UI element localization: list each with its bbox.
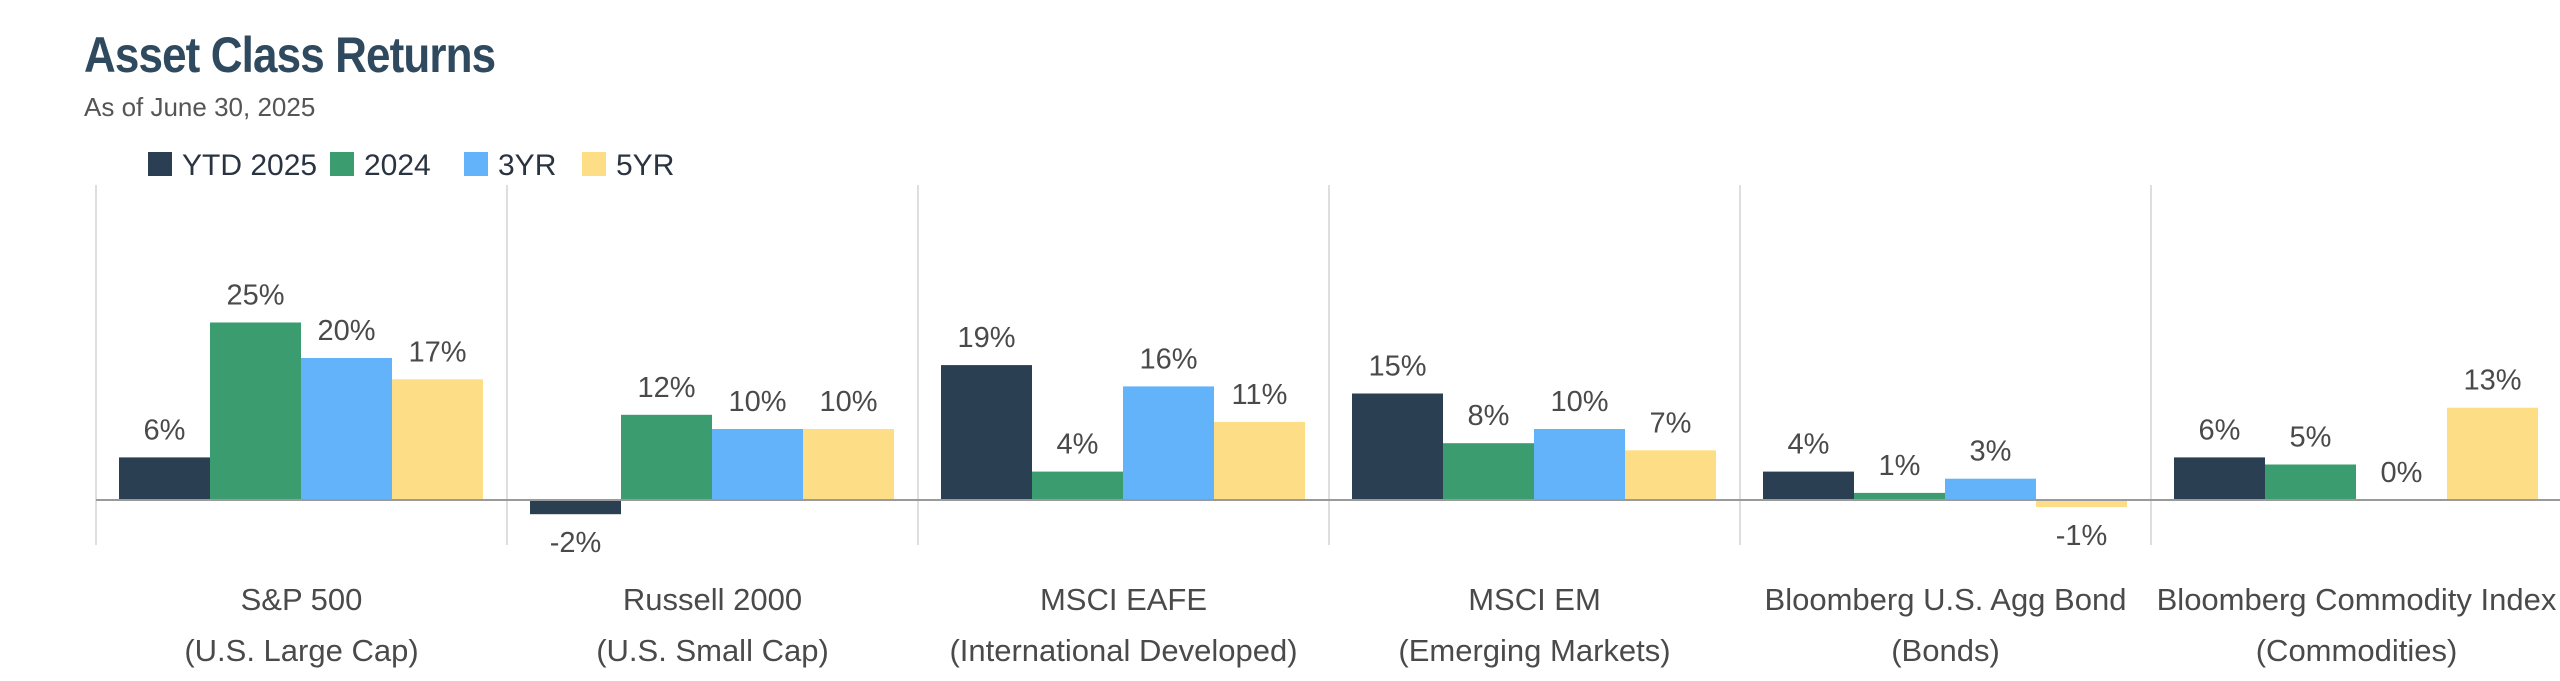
data-label: 20%: [317, 315, 375, 347]
bar: [1945, 478, 2036, 500]
bar: [621, 414, 712, 500]
data-label: 19%: [957, 322, 1015, 354]
data-label: 4%: [1788, 429, 1830, 461]
chart-title: Asset Class Returns: [84, 27, 496, 83]
category-sublabel: (Commodities): [2256, 633, 2458, 668]
bar: [119, 457, 210, 500]
category-sublabel: (Bonds): [1891, 633, 2000, 668]
data-label: 10%: [728, 386, 786, 418]
bar: [1123, 386, 1214, 500]
bar: [301, 358, 392, 500]
category-label: Bloomberg U.S. Agg Bond: [1765, 582, 2127, 617]
data-label: 11%: [1232, 379, 1288, 411]
bar: [210, 322, 301, 500]
data-label: 6%: [2199, 414, 2241, 446]
legend-label: 3YR: [498, 149, 556, 182]
bar: [1352, 393, 1443, 500]
category-sublabel: (U.S. Large Cap): [184, 633, 418, 668]
bar: [1854, 492, 1945, 500]
bar: [392, 379, 483, 500]
bar: [712, 429, 803, 500]
data-label: 7%: [1650, 407, 1692, 439]
legend-label: YTD 2025: [182, 149, 317, 182]
bar: [530, 500, 621, 515]
data-label: 12%: [637, 372, 695, 404]
data-label: 10%: [819, 386, 877, 418]
data-label: 5%: [2290, 422, 2332, 454]
data-label: 6%: [144, 414, 186, 446]
legend-swatch: [464, 152, 488, 176]
data-label: 4%: [1057, 429, 1099, 461]
bar: [2447, 407, 2538, 500]
bar: [1763, 471, 1854, 500]
bar: [803, 429, 894, 500]
data-label: 10%: [1550, 386, 1608, 418]
bar: [1214, 421, 1305, 500]
data-label: 3%: [1970, 436, 2012, 468]
category-sublabel: (International Developed): [949, 633, 1297, 668]
data-label: 16%: [1139, 343, 1197, 375]
bar: [1032, 471, 1123, 500]
legend-label: 5YR: [616, 149, 674, 182]
category-label: Bloomberg Commodity Index: [2157, 582, 2557, 617]
legend-swatch: [330, 152, 354, 176]
data-label: 8%: [1468, 400, 1510, 432]
legend-swatch: [582, 152, 606, 176]
data-label: 15%: [1368, 351, 1426, 383]
bar: [941, 365, 1032, 500]
bar: [2265, 464, 2356, 500]
bar: [1443, 443, 1534, 500]
data-label: -2%: [550, 527, 602, 559]
legend-swatch: [148, 152, 172, 176]
data-label: 13%: [2463, 365, 2521, 397]
bar: [2036, 500, 2127, 508]
bar: [1534, 429, 1625, 500]
category-label: MSCI EAFE: [1040, 582, 1207, 617]
category-label: Russell 2000: [623, 582, 802, 617]
bar: [2174, 457, 2265, 500]
data-label: 1%: [1879, 450, 1921, 482]
category-sublabel: (U.S. Small Cap): [596, 633, 829, 668]
legend-label: 2024: [364, 149, 431, 182]
data-label: 0%: [2381, 457, 2423, 489]
data-label: 25%: [226, 280, 284, 312]
chart-subtitle: As of June 30, 2025: [84, 92, 316, 122]
category-sublabel: (Emerging Markets): [1398, 633, 1670, 668]
category-label: S&P 500: [241, 582, 363, 617]
data-label: 17%: [408, 336, 466, 368]
data-label: -1%: [2056, 520, 2108, 552]
bar: [1625, 450, 1716, 500]
category-label: MSCI EM: [1468, 582, 1601, 617]
